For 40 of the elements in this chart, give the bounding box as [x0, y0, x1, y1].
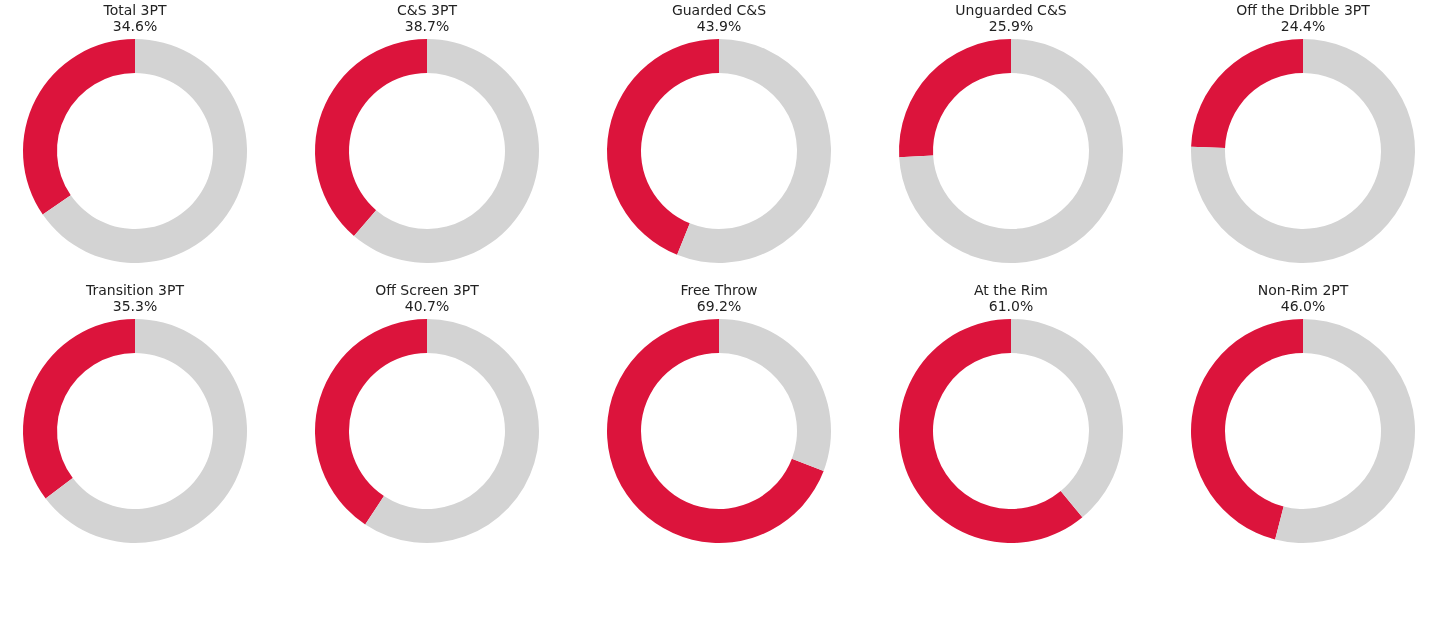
- chart-title: Unguarded C&S: [955, 2, 1067, 18]
- chart-subtitle: 61.0%: [988, 298, 1034, 314]
- chart-title: At the Rim: [974, 282, 1048, 298]
- chart-title: Off the Dribble 3PT: [1236, 2, 1371, 18]
- donut-slice: [719, 319, 831, 471]
- donut-slice: [42, 39, 247, 263]
- chart-subtitle: 38.7%: [404, 18, 450, 34]
- chart-subtitle: 46.0%: [1280, 298, 1326, 314]
- donut-slice: [899, 319, 1083, 543]
- chart-subtitle: 34.6%: [112, 18, 158, 34]
- donut-slice: [354, 39, 539, 263]
- donut-slice: [677, 39, 831, 263]
- donut-slice: [607, 319, 824, 543]
- donut-slice: [1191, 39, 1415, 263]
- chart-title: Non-Rim 2PT: [1257, 282, 1349, 298]
- chart-subtitle: 25.9%: [988, 18, 1034, 34]
- chart-title: C&S 3PT: [397, 2, 458, 18]
- chart-title: Transition 3PT: [84, 282, 185, 298]
- donut-slice: [315, 319, 427, 525]
- donut-slice: [899, 39, 1011, 158]
- chart-subtitle: 35.3%: [112, 298, 158, 314]
- chart-title: Free Throw: [680, 282, 758, 298]
- donut-slice: [315, 39, 427, 236]
- donut-slice: [45, 319, 247, 543]
- donut-slice: [1191, 39, 1303, 149]
- chart-title: Total 3PT: [102, 2, 167, 18]
- donut-slice: [1011, 319, 1123, 518]
- chart-subtitle: 43.9%: [696, 18, 742, 34]
- chart-subtitle: 40.7%: [404, 298, 450, 314]
- chart-subtitle: 24.4%: [1280, 18, 1326, 34]
- chart-title: Guarded C&S: [671, 2, 767, 18]
- donut-slice: [23, 319, 135, 499]
- donut-slice: [607, 39, 719, 255]
- donut-slice: [365, 319, 539, 543]
- chart-subtitle: 69.2%: [696, 298, 742, 314]
- donut-slice: [1275, 319, 1415, 543]
- donut-slice: [1191, 319, 1303, 540]
- donut-slice: [899, 39, 1123, 263]
- donut-slice: [23, 39, 135, 215]
- chart-title: Off Screen 3PT: [375, 282, 480, 298]
